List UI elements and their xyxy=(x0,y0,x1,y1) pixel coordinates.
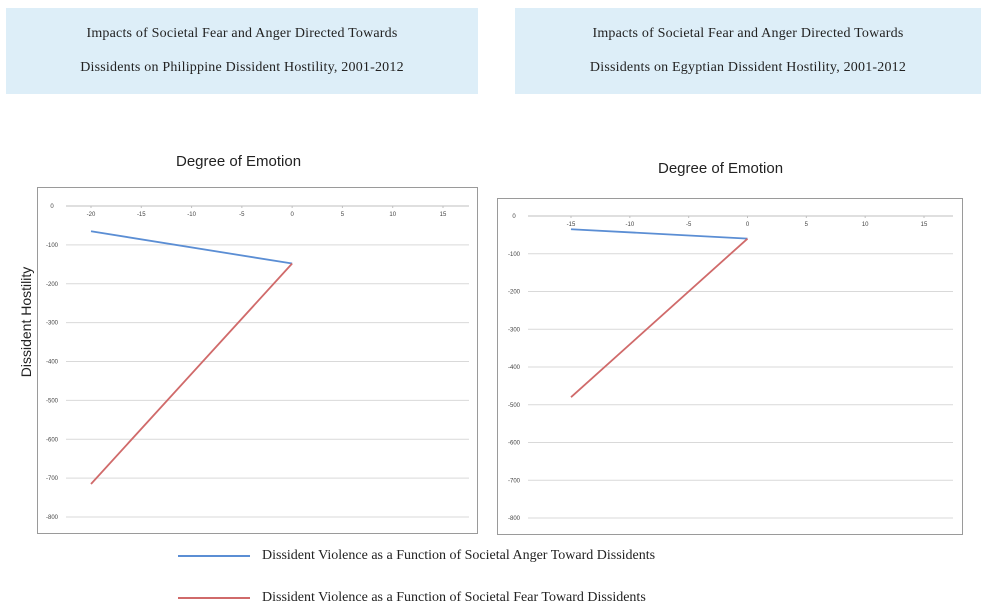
x-tick-label: -5 xyxy=(239,212,245,218)
plot-egypt: 0 -100 -200 -300 -400 -500 -600 -700 -800 -15 -10 -… xyxy=(497,198,963,535)
title-line-2: Dissidents on Philippine Dissident Hosti… xyxy=(80,60,404,75)
y-tick-label: 0 xyxy=(50,204,54,210)
y-tick-label: -200 xyxy=(46,282,59,288)
legend-item-fear: Dissident Violence as a Function of Soci… xyxy=(178,590,646,606)
series-line-fear xyxy=(90,262,293,485)
y-tick-label: -600 xyxy=(508,441,521,447)
title-line-2: Dissidents on Egyptian Dissident Hostili… xyxy=(589,60,907,75)
title-box-egypt: Impacts of Societal Fear and Anger Direc… xyxy=(515,8,981,94)
legend-label-fear: Dissident Violence as a Function of Soci… xyxy=(262,590,646,605)
plot-canvas-egypt: 0 -100 -200 -300 -400 -500 -600 -700 -800 -15 -10 -… xyxy=(508,214,953,522)
legend-swatch-anger xyxy=(178,555,250,557)
x-tick-label: 10 xyxy=(389,212,396,218)
plot-philippines: 0 -100 -200 -300 -400 -500 -600 -700 -800 -20 -15-… xyxy=(37,187,478,534)
y-tick-label: -500 xyxy=(46,398,59,404)
title-box-philippines: Impacts of Societal Fear and Anger Direc… xyxy=(6,8,478,94)
x-tick-label: -5 xyxy=(686,222,692,228)
series-line-anger xyxy=(90,230,293,265)
y-tick-label: -200 xyxy=(508,290,521,296)
y-tick-label: -100 xyxy=(46,243,59,249)
y-tick-label: -300 xyxy=(508,327,521,333)
chart-title-philippines: Degree of Emotion xyxy=(176,153,302,170)
y-tick-label: -300 xyxy=(46,321,59,327)
legend-item-anger: Dissident Violence as a Function of Soci… xyxy=(178,548,655,564)
x-tick-label: 0 xyxy=(290,212,294,218)
y-tick-label: -100 xyxy=(508,252,521,258)
title-line-1: Impacts of Societal Fear and Anger Direc… xyxy=(86,26,398,41)
y-tick-label: -700 xyxy=(46,476,59,482)
x-tick-label: -20 xyxy=(87,212,96,218)
x-tick-label: 5 xyxy=(341,212,345,218)
x-tick-label: 0 xyxy=(746,222,750,228)
y-tick-label: -400 xyxy=(46,360,59,366)
y-tick-label: 0 xyxy=(512,214,516,220)
legend-label-anger: Dissident Violence as a Function of Soci… xyxy=(262,548,656,563)
x-tick-label: 15 xyxy=(440,212,447,218)
y-tick-label: -500 xyxy=(508,403,521,409)
x-tick-label: -15 xyxy=(567,222,576,228)
y-tick-label: -800 xyxy=(46,515,59,521)
y-tick-label: -800 xyxy=(508,516,521,522)
chart-title-egypt: Degree of Emotion xyxy=(658,160,784,177)
y-axis-label: Dissident Hostility xyxy=(18,266,34,378)
legend-swatch-fear xyxy=(178,597,250,599)
title-line-1: Impacts of Societal Fear and Anger Direc… xyxy=(592,26,904,41)
x-tick-label: -10 xyxy=(187,212,196,218)
plot-canvas-philippines: 0-100-200-300-400-500-600-700-800-20 -15-… xyxy=(46,204,469,521)
x-tick-label: -15 xyxy=(137,212,146,218)
series-line-fear xyxy=(570,237,749,398)
x-tick-label: 15 xyxy=(921,222,928,228)
y-tick-label: -400 xyxy=(508,365,521,371)
x-tick-label: -10 xyxy=(625,222,634,228)
x-tick-label: 5 xyxy=(805,222,809,228)
y-tick-label: -600 xyxy=(46,437,59,443)
series-line-anger xyxy=(570,228,748,240)
x-tick-label: 10 xyxy=(862,222,869,228)
y-tick-label: -700 xyxy=(508,478,521,484)
